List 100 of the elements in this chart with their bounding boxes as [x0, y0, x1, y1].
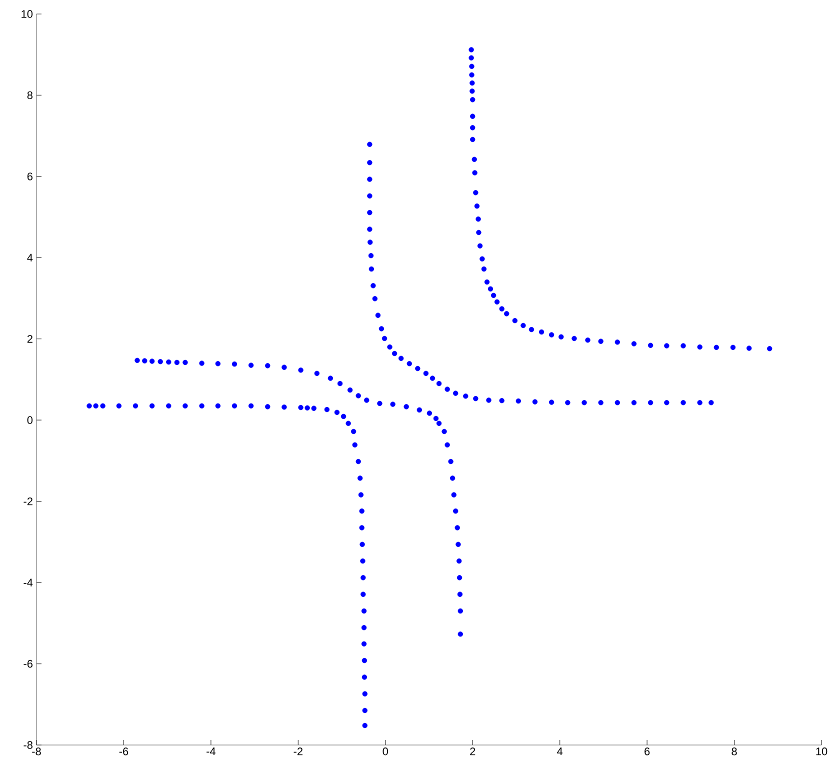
point — [368, 240, 373, 245]
point — [367, 226, 372, 232]
y-tick-label: 10 — [22, 10, 33, 18]
point — [328, 376, 334, 381]
point — [436, 420, 442, 426]
y-tick-label: 2 — [27, 335, 32, 343]
point — [504, 311, 510, 316]
point — [360, 558, 366, 564]
point — [730, 344, 736, 350]
point — [116, 403, 122, 408]
point — [215, 403, 221, 408]
point — [490, 292, 496, 298]
point — [361, 625, 367, 630]
point — [346, 420, 351, 426]
point — [558, 334, 564, 340]
point — [548, 400, 554, 405]
point — [512, 318, 518, 324]
point — [456, 575, 462, 580]
point — [468, 55, 474, 60]
point — [232, 361, 238, 367]
point — [362, 674, 368, 680]
point — [359, 525, 364, 530]
point — [361, 608, 367, 614]
point — [360, 542, 365, 547]
point — [93, 403, 98, 408]
point — [451, 492, 456, 498]
point — [356, 393, 361, 398]
point — [350, 428, 356, 434]
point — [362, 691, 368, 696]
point — [360, 575, 366, 580]
point — [433, 416, 439, 422]
point — [767, 346, 772, 352]
point — [598, 338, 604, 344]
point — [149, 403, 155, 408]
point — [458, 632, 464, 637]
point — [585, 338, 590, 343]
point — [470, 80, 475, 86]
point — [456, 542, 461, 547]
point — [565, 400, 570, 406]
point — [631, 341, 637, 346]
point — [499, 398, 504, 404]
point — [472, 170, 478, 176]
point — [538, 329, 544, 335]
point — [470, 114, 476, 119]
point — [448, 458, 454, 464]
point — [248, 403, 254, 408]
point — [360, 592, 366, 597]
point — [372, 296, 378, 302]
point — [520, 322, 526, 328]
point — [298, 404, 304, 410]
point — [548, 332, 554, 338]
point — [488, 286, 494, 292]
point — [282, 404, 287, 410]
point — [582, 400, 587, 406]
point — [132, 403, 138, 408]
point — [470, 88, 475, 94]
point — [473, 396, 478, 402]
point — [430, 376, 436, 381]
point — [166, 359, 172, 365]
point — [134, 358, 140, 364]
point — [416, 407, 422, 413]
y-tick-label: 8 — [27, 91, 32, 100]
point — [444, 386, 450, 392]
point — [199, 403, 204, 408]
point — [473, 190, 478, 196]
point — [470, 125, 476, 130]
point — [367, 210, 372, 216]
point — [444, 442, 450, 448]
point — [614, 400, 620, 406]
y-tick-label: 6 — [27, 172, 32, 180]
point — [248, 362, 254, 368]
point — [375, 312, 381, 318]
point — [149, 358, 155, 364]
point — [453, 390, 458, 396]
point — [356, 458, 361, 464]
point — [664, 343, 670, 348]
point — [304, 405, 310, 411]
point — [499, 306, 504, 312]
point — [481, 266, 487, 272]
x-tick-label: -4 — [206, 748, 216, 756]
point — [404, 404, 409, 410]
y-tick-label: -6 — [24, 660, 32, 668]
point — [337, 380, 343, 386]
point — [528, 326, 534, 332]
point — [456, 558, 462, 564]
x-tick-label: 4 — [557, 748, 563, 756]
point — [472, 156, 477, 162]
point — [364, 398, 370, 403]
point — [477, 243, 483, 248]
point — [484, 279, 490, 285]
point — [398, 356, 404, 361]
x-tick-label: -2 — [294, 748, 302, 756]
point — [480, 256, 485, 262]
point — [166, 403, 172, 408]
y-tick-label: 0 — [27, 416, 33, 424]
point — [680, 343, 686, 348]
point — [516, 398, 522, 404]
x-tick-label: 6 — [644, 748, 650, 756]
point — [382, 336, 388, 342]
point — [469, 72, 474, 78]
